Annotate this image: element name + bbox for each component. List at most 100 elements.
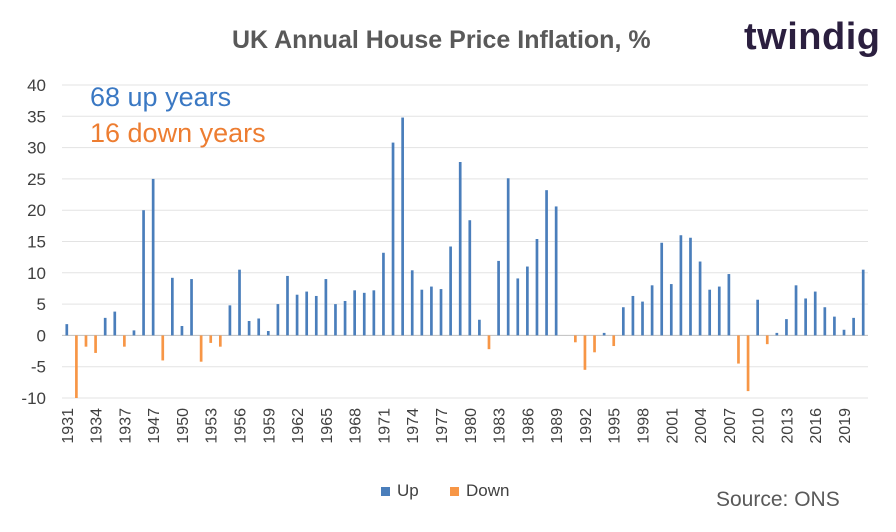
- bar-1959: [266, 331, 270, 336]
- bar-1934: [94, 335, 97, 353]
- x-tick-label: 1953: [204, 408, 221, 444]
- bar-1966: [334, 304, 337, 336]
- y-tick-label: 25: [27, 170, 46, 189]
- x-tick-label: 2007: [722, 408, 739, 444]
- bar-1982: [487, 335, 491, 350]
- x-tick-label: 1977: [434, 408, 451, 444]
- bar-1992: [583, 335, 587, 370]
- bar-1933: [84, 335, 88, 347]
- bar-1973: [401, 117, 404, 336]
- bar-2003: [689, 237, 692, 336]
- legend-swatch-up: [381, 487, 390, 496]
- down-years-annotation: 16 down years: [90, 118, 266, 148]
- bar-1995: [612, 335, 616, 347]
- y-tick-label: -10: [21, 389, 46, 408]
- bar-1976: [430, 286, 433, 336]
- x-tick-label: 1962: [290, 408, 307, 444]
- bar-1960: [276, 304, 280, 336]
- legend-label-up: Up: [397, 481, 419, 500]
- x-tick-label: 1959: [261, 408, 278, 444]
- bar-1938: [132, 330, 136, 336]
- bar-2002: [679, 235, 683, 336]
- bar-2015: [804, 298, 807, 336]
- x-tick-label: 1968: [348, 408, 365, 444]
- x-tick-label: 1950: [175, 408, 192, 444]
- bar-1937: [123, 335, 126, 347]
- bar-1996: [621, 307, 625, 336]
- bar-2017: [823, 307, 827, 336]
- x-tick-label: 1980: [463, 408, 480, 444]
- x-tick-label: 2019: [837, 408, 854, 444]
- bar-1955: [228, 305, 232, 336]
- x-tick-label: 1931: [60, 408, 77, 444]
- bar-1991: [574, 335, 577, 343]
- bar-1983: [497, 260, 500, 336]
- bar-2005: [708, 289, 712, 336]
- x-tick-label: 1934: [89, 408, 106, 444]
- x-tick-label: 2016: [808, 408, 825, 444]
- bar-1965: [324, 279, 328, 336]
- bar-1993: [593, 335, 596, 353]
- bar-1950: [180, 326, 184, 336]
- bar-1998: [641, 301, 644, 336]
- x-tick-label: 2010: [751, 408, 768, 444]
- legend: Up Down: [381, 481, 509, 500]
- bar-2006: [717, 286, 721, 336]
- x-tick-label: 1992: [578, 408, 595, 444]
- x-tick-label: 2004: [693, 408, 710, 444]
- x-tick-label: 1965: [319, 408, 336, 444]
- bar-1932: [75, 335, 78, 398]
- x-tick-label: 1998: [636, 408, 653, 444]
- x-tick-label: 1947: [146, 408, 163, 444]
- bar-1953: [209, 335, 213, 343]
- x-tick-label: 1956: [233, 408, 250, 444]
- bar-1957: [247, 321, 251, 336]
- up-years-annotation: 68 up years: [90, 82, 231, 112]
- bar-2020: [852, 317, 855, 336]
- gridlines: [62, 84, 868, 399]
- bar-1986: [526, 266, 529, 336]
- bar-1964: [314, 295, 318, 336]
- bar-1951: [190, 279, 193, 336]
- bar-1954: [218, 335, 222, 347]
- y-tick-label: 15: [27, 233, 46, 252]
- bar-2011: [765, 335, 769, 345]
- x-tick-label: 1983: [492, 408, 509, 444]
- x-tick-label: 2013: [779, 408, 796, 444]
- bar-1989: [554, 206, 558, 336]
- x-tick-label: 2001: [664, 408, 681, 444]
- bar-2001: [669, 284, 673, 336]
- bar-1956: [238, 269, 241, 336]
- y-axis-ticks: -10 -5 0 5 10 15 20 25 30 35 40: [21, 76, 46, 408]
- x-axis-ticks: 1931 1934 1937 1947 1950 1953 1956 1959 1962 1965…: [60, 408, 854, 444]
- bar-1999: [650, 285, 654, 336]
- legend-label-down: Down: [466, 481, 509, 500]
- bar-2014: [794, 285, 798, 336]
- bar-2013: [785, 319, 788, 336]
- bar-1987: [535, 239, 539, 336]
- bar-2021: [861, 269, 865, 336]
- bar-1978: [449, 246, 452, 336]
- bar-2004: [698, 261, 702, 336]
- x-tick-label: 1974: [405, 408, 422, 444]
- y-tick-label: -5: [31, 358, 46, 377]
- x-tick-label: 1995: [607, 408, 624, 444]
- bar-1972: [391, 142, 395, 336]
- bar-1974: [410, 270, 414, 336]
- y-tick-label: 0: [37, 326, 46, 345]
- bar-2007: [727, 274, 731, 336]
- bar-1931: [65, 324, 69, 336]
- bar-1936: [113, 311, 117, 336]
- legend-swatch-down: [450, 487, 459, 496]
- bar-2018: [833, 316, 836, 336]
- bar-2012: [775, 332, 779, 336]
- bar-1967: [343, 300, 347, 336]
- bar-1980: [468, 220, 472, 336]
- bar-1985: [516, 278, 520, 336]
- x-tick-label: 1989: [549, 408, 566, 444]
- bar-1970: [372, 290, 376, 336]
- bar-2008: [737, 335, 740, 364]
- chart-title: UK Annual House Price Inflation, %: [232, 26, 651, 54]
- bar-1952: [199, 335, 203, 362]
